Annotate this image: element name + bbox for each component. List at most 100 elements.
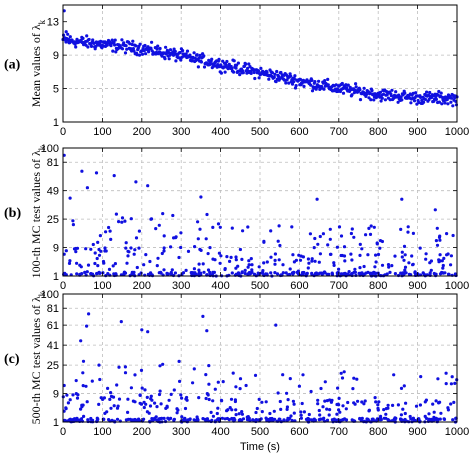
data-point <box>390 264 394 268</box>
data-point <box>167 57 171 61</box>
data-point <box>260 410 264 414</box>
data-point <box>447 272 451 276</box>
data-point <box>197 56 201 60</box>
data-point <box>406 225 410 229</box>
data-point <box>388 270 392 274</box>
data-point <box>402 258 406 262</box>
data-point <box>276 391 280 395</box>
data-point <box>400 98 404 102</box>
panel-1: 0 100 200 300 400 500 600 700 800 900 1000 1 5 9 13Mea… <box>4 4 469 138</box>
data-point <box>169 245 173 249</box>
data-point <box>302 84 306 88</box>
data-point <box>439 411 443 415</box>
data-point <box>113 43 117 47</box>
data-point <box>382 416 386 420</box>
data-point <box>134 180 138 184</box>
data-point <box>162 249 166 253</box>
data-point <box>95 256 99 261</box>
data-point <box>85 324 89 328</box>
data-point <box>300 401 304 406</box>
data-point <box>292 76 296 81</box>
data-point <box>291 270 295 275</box>
data-point <box>434 97 438 101</box>
data-point <box>309 389 313 394</box>
data-point <box>335 87 339 91</box>
data-point <box>149 46 153 50</box>
data-point <box>90 379 94 383</box>
data-point <box>109 391 113 395</box>
data-point <box>290 82 295 86</box>
data-point <box>282 418 286 422</box>
data-point <box>269 271 273 275</box>
panel-3: 0 100 200 300 400 500 600 700 800 900 1000 1 9 25 41 61… <box>4 289 469 453</box>
data-point <box>438 417 442 421</box>
data-point <box>137 53 142 57</box>
data-point <box>68 398 72 402</box>
data-point <box>277 258 281 262</box>
data-point <box>404 401 408 405</box>
data-point <box>243 271 247 276</box>
data-point <box>390 88 394 92</box>
data-point <box>389 94 393 98</box>
data-point <box>153 401 157 405</box>
data-point <box>378 90 383 94</box>
data-point <box>230 66 234 70</box>
data-point <box>122 41 126 45</box>
data-point <box>281 271 285 275</box>
data-point <box>238 247 242 252</box>
data-point <box>286 398 290 402</box>
data-point <box>291 399 295 403</box>
data-point <box>166 272 170 276</box>
data-point <box>140 386 144 390</box>
data-point <box>288 377 292 381</box>
data-point <box>62 33 66 37</box>
data-point <box>299 416 303 420</box>
x-tick-label: 600 <box>290 426 308 438</box>
data-point <box>428 90 432 95</box>
data-point <box>274 80 278 84</box>
data-point <box>154 415 158 419</box>
data-point <box>364 233 368 237</box>
data-point <box>89 247 93 251</box>
data-point <box>336 386 340 390</box>
data-point <box>228 406 232 410</box>
data-point <box>123 51 128 55</box>
x-tick-label: 800 <box>369 280 387 292</box>
data-point <box>264 272 268 276</box>
x-tick-label: 200 <box>133 280 151 292</box>
data-point <box>140 328 144 332</box>
data-point <box>174 236 178 240</box>
y-axis-label: 100-th MC test values of λk <box>29 145 47 278</box>
data-point <box>115 406 120 410</box>
data-point <box>81 384 85 388</box>
x-tick-label: 600 <box>290 126 308 138</box>
data-point <box>233 399 237 404</box>
data-point <box>91 418 95 422</box>
data-point <box>155 264 159 268</box>
data-point <box>197 271 201 275</box>
data-point <box>273 252 277 256</box>
data-point <box>117 220 121 224</box>
data-point <box>228 259 232 263</box>
y-tick-label: 1 <box>53 417 59 429</box>
x-tick-label: 1000 <box>445 426 469 438</box>
data-point <box>329 400 333 404</box>
x-tick-label: 500 <box>251 280 269 292</box>
data-point <box>133 248 137 252</box>
data-point <box>146 330 150 334</box>
y-tick-label: 25 <box>47 360 59 372</box>
data-point <box>452 400 456 404</box>
data-point <box>441 263 445 268</box>
x-tick-label: 900 <box>408 280 426 292</box>
data-point <box>207 397 211 402</box>
data-point <box>340 253 344 258</box>
data-point <box>394 90 398 94</box>
data-point <box>91 38 95 42</box>
data-point <box>273 262 277 266</box>
data-point <box>328 237 332 241</box>
data-point <box>355 377 359 381</box>
data-point <box>373 265 377 269</box>
scatter-points <box>62 153 458 278</box>
data-point <box>198 53 202 58</box>
x-tick-label: 800 <box>369 426 387 438</box>
